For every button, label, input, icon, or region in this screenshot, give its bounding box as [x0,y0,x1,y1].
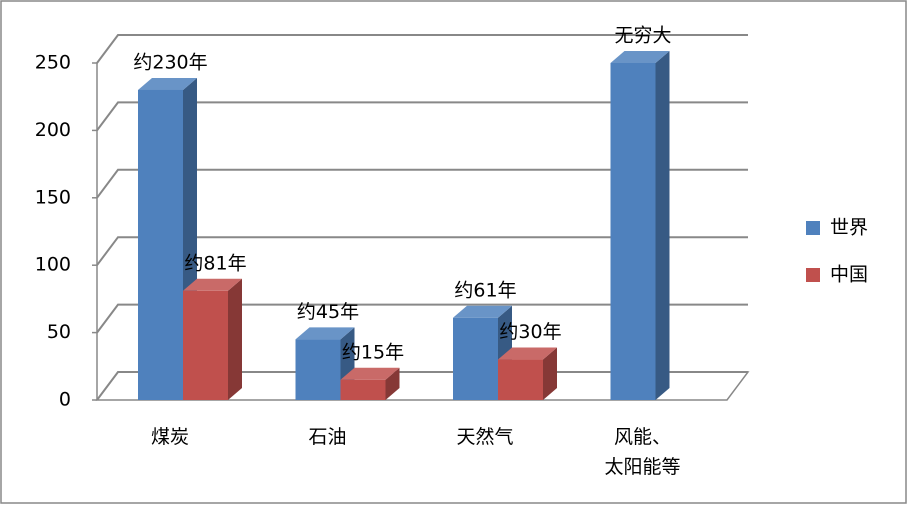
bar-top [183,278,242,291]
data-label: 无穷大 [614,25,671,47]
bar-top [498,347,557,360]
y-tick-label: 150 [35,186,71,208]
bar-top [453,305,512,318]
data-label: 约61年 [454,279,516,301]
bar-side [228,278,242,400]
x-tick-label: 风能、 太阳能等 [604,426,681,478]
grid-line [96,34,748,64]
bar [183,290,228,400]
x-tick-label: 天然气 [456,426,514,448]
y-tick-label: 50 [47,321,71,343]
y-tick-label: 200 [35,119,71,141]
y-tick-label: 250 [35,52,71,74]
bar-top [610,51,670,63]
bar [610,63,656,400]
data-label: 约45年 [297,301,359,323]
y-tick-label: 0 [59,389,71,411]
bar-side [385,367,400,400]
x-tick-label: 石油 [308,426,347,448]
bar-side [543,347,557,400]
bar [453,317,498,400]
grid-line [96,168,748,199]
bar [138,89,183,401]
data-label: 约15年 [342,341,404,363]
bar-side [655,51,670,400]
grid-line [96,303,748,334]
bar-top [340,367,400,380]
data-label: 约230年 [133,51,207,73]
grid-line [96,101,748,131]
legend-swatch [806,221,820,235]
legend-label: 中国 [830,264,868,286]
bar-top [295,327,355,340]
bar [295,339,341,400]
bar [498,359,543,400]
legend-swatch [806,268,820,282]
data-label: 约81年 [184,252,246,274]
data-label: 约30年 [499,321,561,343]
bar-top [138,77,197,90]
x-tick-label: 煤炭 [150,426,189,448]
grid-line [96,236,748,266]
bar [340,379,386,400]
y-tick-label: 100 [35,254,71,276]
legend-label: 世界 [830,217,868,239]
